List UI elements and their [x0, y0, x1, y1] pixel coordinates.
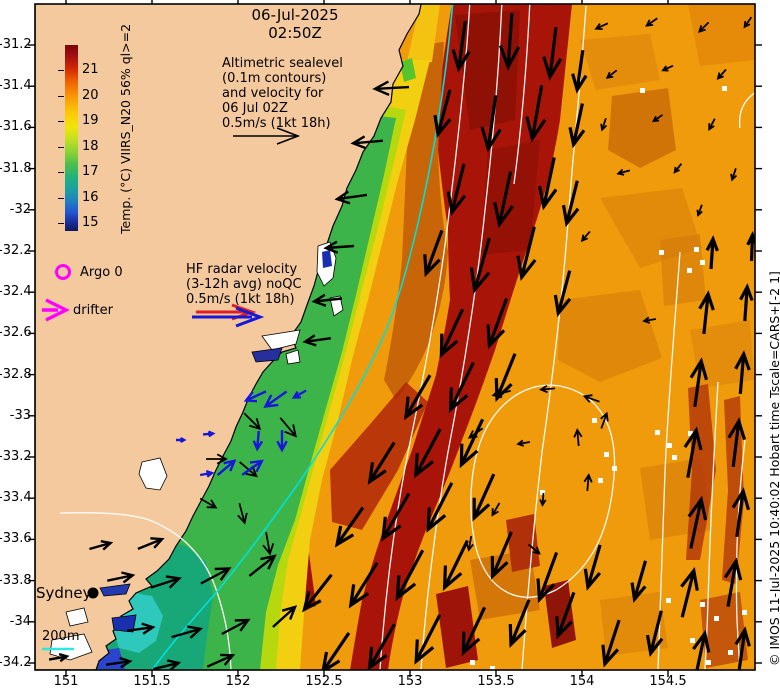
axis-tick-marks [28, 0, 762, 677]
cloud-pixels [470, 86, 747, 670]
hf-radar-scale-arrow-blue [192, 306, 265, 328]
colorbar-tick-label: 20 [82, 87, 99, 103]
drifter-legend-label: drifter [73, 303, 113, 318]
y-tick-label: -33 [9, 407, 31, 423]
y-tick-label: -32.8 [0, 366, 32, 382]
velocity-vectors [48, 12, 755, 670]
colorbar-tick-mark [58, 121, 64, 123]
colorbar-tick-label: 16 [82, 189, 99, 205]
altimetric-line5: 0.5m/s (1kt 18h) [222, 116, 331, 131]
colorbar-tick-mark [58, 172, 64, 174]
x-tick-label: 152 [225, 674, 251, 689]
legend-symbols [42, 127, 301, 651]
altimetric-scale-arrow [233, 127, 301, 145]
altimetric-line3: and velocity for [222, 86, 324, 101]
altimetric-line1: Altimetric sealevel [222, 56, 343, 71]
colorbar-tick-mark [58, 197, 64, 199]
sst-mottle-patches [470, 4, 755, 656]
title-time: 02:50Z [268, 24, 322, 42]
colorbar-tick-mark [58, 95, 64, 97]
city-label: Sydney [36, 584, 92, 602]
isobath-label: 200m [42, 629, 80, 644]
altimetric-line4: 06 Jul 02Z [222, 101, 288, 116]
hf-line2: (3-12h avg) noQC [186, 277, 302, 292]
title-date: 06-Jul-2025 [251, 6, 339, 24]
colorbar-tick-mark [58, 146, 64, 148]
isobath-200m-line [151, 4, 454, 670]
y-tick-label: -31.8 [0, 160, 32, 176]
x-tick-label: 151.5 [133, 674, 171, 689]
colorbar-tick-label: 17 [82, 164, 99, 179]
y-tick-label: -32.2 [0, 243, 32, 258]
x-tick-label: 153 [397, 674, 423, 689]
y-tick-label: -32.6 [0, 325, 32, 341]
hf-line1: HF radar velocity [186, 262, 298, 277]
coastal-lakes [49, 241, 344, 661]
hf-line3: 0.5m/s (1kt 18h) [186, 292, 295, 307]
plot-frame [34, 3, 756, 671]
y-tick-label: -33.6 [0, 531, 32, 547]
y-tick-label: -34.2 [0, 655, 32, 670]
y-tick-label: -33.4 [0, 490, 32, 506]
altimetric-line2: (0.1m contours) [222, 71, 327, 86]
drifter-arrow-icon [42, 298, 70, 322]
temperature-colorbar [65, 45, 78, 231]
plot-title: 06-Jul-2025 02:50Z [185, 6, 405, 42]
y-tick-label: -34 [9, 613, 31, 629]
x-tick-label: 154 [569, 674, 595, 689]
credit-text: © IMOS 11-Jul-2025 10:40:02 Hobart time … [767, 271, 780, 666]
y-tick-label: -31.2 [0, 37, 32, 52]
y-tick-label: -33.8 [0, 572, 32, 588]
argo-marker-icon [55, 264, 71, 280]
y-tick-label: -31.6 [0, 119, 32, 135]
x-tick-label: 153.5 [477, 674, 515, 689]
x-tick-label: 152.5 [305, 674, 343, 689]
colorbar-tick-label: 15 [82, 215, 99, 230]
y-tick-label: -32 [9, 201, 31, 217]
altimetric-annotation: Altimetric sealevel (0.1m contours) and … [222, 56, 343, 131]
colorbar-tick-label: 21 [82, 62, 99, 77]
y-tick-label: -33.2 [0, 449, 32, 464]
x-tick-label: 151 [53, 674, 79, 689]
colorbar-tick-mark [58, 70, 64, 72]
hf-radar-annotation: HF radar velocity (3-12h avg) noQC 0.5m/… [186, 262, 302, 307]
argo-legend-label: Argo 0 [80, 265, 123, 280]
colorbar-tick-mark [58, 223, 64, 225]
colorbar-label: Temp. (°C) VIIRS_N20 56% ql>=2 [118, 23, 133, 234]
y-tick-label: -31.4 [0, 78, 32, 94]
x-tick-label: 154.5 [649, 674, 687, 689]
sydney-city-dot [87, 587, 99, 599]
colorbar-tick-label: 18 [82, 138, 99, 154]
colorbar-tick-label: 19 [82, 113, 99, 128]
y-tick-label: -32.4 [0, 284, 32, 300]
